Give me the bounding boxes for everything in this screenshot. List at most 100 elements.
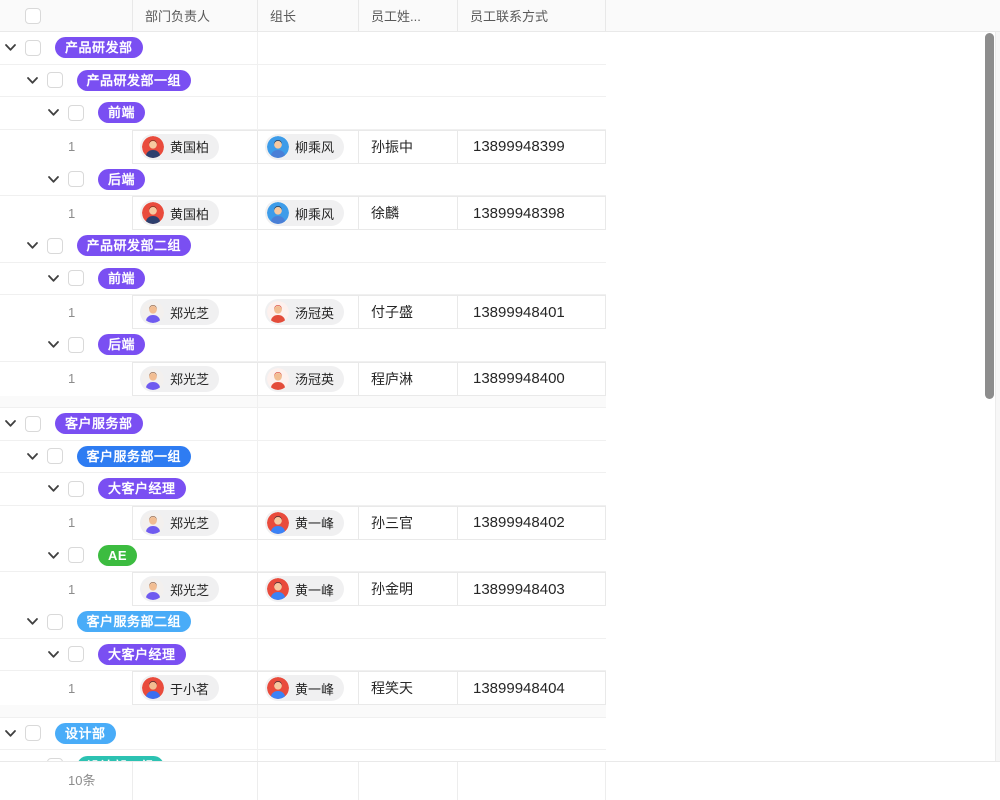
employee-name-cell[interactable]: 徐麟	[358, 196, 457, 230]
row-checkbox[interactable]	[25, 39, 41, 56]
group-badge: 设计部一组	[76, 755, 165, 762]
group-badge: 大客户经理	[98, 478, 186, 500]
row-index: 1	[68, 205, 76, 221]
chevron-down-icon[interactable]	[26, 74, 39, 87]
chevron-down-icon[interactable]	[47, 106, 60, 119]
manager-cell[interactable]: 郑光芝	[132, 572, 257, 606]
row-index: 1	[68, 515, 76, 530]
spacer-row	[0, 395, 606, 408]
person-name: 郑光芝	[170, 372, 210, 387]
row-checkbox[interactable]	[68, 547, 84, 564]
tree-group-row: 产品研发部	[0, 32, 606, 65]
chevron-down-icon[interactable]	[47, 482, 60, 495]
tree-group-row: 产品研发部二组	[0, 230, 606, 263]
header-filler	[605, 0, 1000, 31]
group-badge: 产品研发部一组	[76, 69, 192, 91]
group-badge: 客户服务部二组	[76, 611, 192, 633]
row-checkbox[interactable]	[68, 480, 84, 497]
leader-cell[interactable]: 黄一峰	[257, 572, 358, 606]
person-chip: 于小茗	[140, 675, 220, 701]
avatar-liu-chengfeng	[267, 135, 289, 158]
row-checkbox[interactable]	[68, 171, 84, 188]
manager-cell[interactable]: 郑光芝	[132, 295, 257, 329]
manager-cell[interactable]: 郑光芝	[132, 361, 257, 396]
employee-phone-cell[interactable]: 13899948399	[457, 129, 606, 164]
chevron-down-icon[interactable]	[4, 41, 17, 54]
employee-phone-cell[interactable]: 13899948400	[457, 361, 606, 396]
avatar-huang-guobai	[142, 202, 164, 224]
row-checkbox[interactable]	[68, 270, 84, 287]
leader-cell[interactable]: 柳乘风	[257, 196, 358, 230]
manager-cell[interactable]: 郑光芝	[132, 505, 257, 540]
column-divider	[257, 440, 258, 472]
leader-cell[interactable]: 黄一峰	[257, 505, 358, 540]
footer-divider	[257, 762, 258, 800]
row-checkbox[interactable]	[25, 725, 41, 742]
avatar-zheng-guangzhi	[142, 511, 164, 534]
chevron-down-icon[interactable]	[47, 173, 60, 186]
column-divider	[257, 163, 258, 195]
chevron-down-icon[interactable]	[26, 615, 39, 628]
employee-phone-cell[interactable]: 13899948401	[457, 295, 606, 329]
scrollbar-track[interactable]	[995, 0, 1000, 761]
row-checkbox[interactable]	[25, 415, 41, 432]
avatar-zheng-guangzhi	[142, 301, 164, 323]
group-badge: 客户服务部一组	[76, 445, 192, 467]
column-divider	[257, 32, 258, 64]
chevron-down-icon[interactable]	[47, 338, 60, 351]
employee-name-cell[interactable]: 程笑天	[358, 671, 457, 705]
row-checkbox[interactable]	[68, 646, 84, 663]
row-checkbox[interactable]	[68, 336, 84, 353]
tree-group-row: 大客户经理	[0, 638, 606, 671]
employee-row: 1 郑光芝 汤冠英 程庐淋 13899948400	[0, 361, 606, 396]
person-chip: 郑光芝	[140, 509, 220, 536]
manager-cell[interactable]: 于小茗	[132, 671, 257, 705]
leader-cell[interactable]: 黄一峰	[257, 671, 358, 705]
avatar-tang-guanying	[267, 367, 289, 390]
scrollbar-thumb[interactable]	[985, 33, 994, 399]
chevron-down-icon[interactable]	[26, 239, 39, 252]
chevron-down-icon[interactable]	[26, 450, 39, 463]
footer-divider	[605, 762, 606, 800]
select-all-checkbox[interactable]	[25, 7, 41, 24]
row-checkbox[interactable]	[68, 104, 84, 121]
manager-cell[interactable]: 黄国柏	[132, 129, 257, 164]
person-chip: 黄国柏	[140, 200, 220, 226]
employee-name-cell[interactable]: 程庐淋	[358, 361, 457, 396]
row-checkbox[interactable]	[46, 613, 63, 630]
avatar-yu-xiaoming	[142, 677, 164, 699]
employee-name-cell[interactable]: 孙金明	[358, 572, 457, 606]
employee-name-cell[interactable]: 孙三官	[358, 505, 457, 540]
group-badge: 前端	[98, 267, 146, 289]
chevron-down-icon[interactable]	[47, 648, 60, 661]
employee-phone-cell[interactable]: 13899948402	[457, 505, 606, 540]
avatar-zheng-guangzhi	[142, 367, 164, 390]
group-badge: 大客户经理	[98, 643, 186, 665]
row-checkbox[interactable]	[46, 72, 63, 89]
group-badge: 产品研发部二组	[76, 235, 192, 257]
chevron-down-icon[interactable]	[47, 272, 60, 285]
employee-phone-cell[interactable]: 13899948404	[457, 671, 606, 705]
leader-cell[interactable]: 汤冠英	[257, 295, 358, 329]
group-badge: 设计部	[55, 722, 116, 744]
person-chip: 郑光芝	[140, 365, 220, 392]
chevron-down-icon[interactable]	[4, 727, 17, 740]
employee-phone-cell[interactable]: 13899948398	[457, 196, 606, 230]
column-divider	[257, 750, 258, 762]
employee-name-cell[interactable]: 孙振中	[358, 129, 457, 164]
person-chip: 郑光芝	[140, 299, 220, 325]
row-checkbox[interactable]	[46, 758, 63, 762]
employee-phone-cell[interactable]: 13899948403	[457, 572, 606, 606]
chevron-down-icon[interactable]	[47, 549, 60, 562]
tree-group-row: 大客户经理	[0, 473, 606, 506]
column-divider	[257, 408, 258, 440]
person-name: 于小茗	[170, 681, 210, 697]
manager-cell[interactable]: 黄国柏	[132, 196, 257, 230]
footer-divider	[358, 762, 359, 800]
chevron-down-icon[interactable]	[4, 417, 17, 430]
row-checkbox[interactable]	[46, 237, 63, 254]
employee-name-cell[interactable]: 付子盛	[358, 295, 457, 329]
leader-cell[interactable]: 汤冠英	[257, 361, 358, 396]
row-checkbox[interactable]	[46, 448, 63, 465]
leader-cell[interactable]: 柳乘风	[257, 129, 358, 164]
